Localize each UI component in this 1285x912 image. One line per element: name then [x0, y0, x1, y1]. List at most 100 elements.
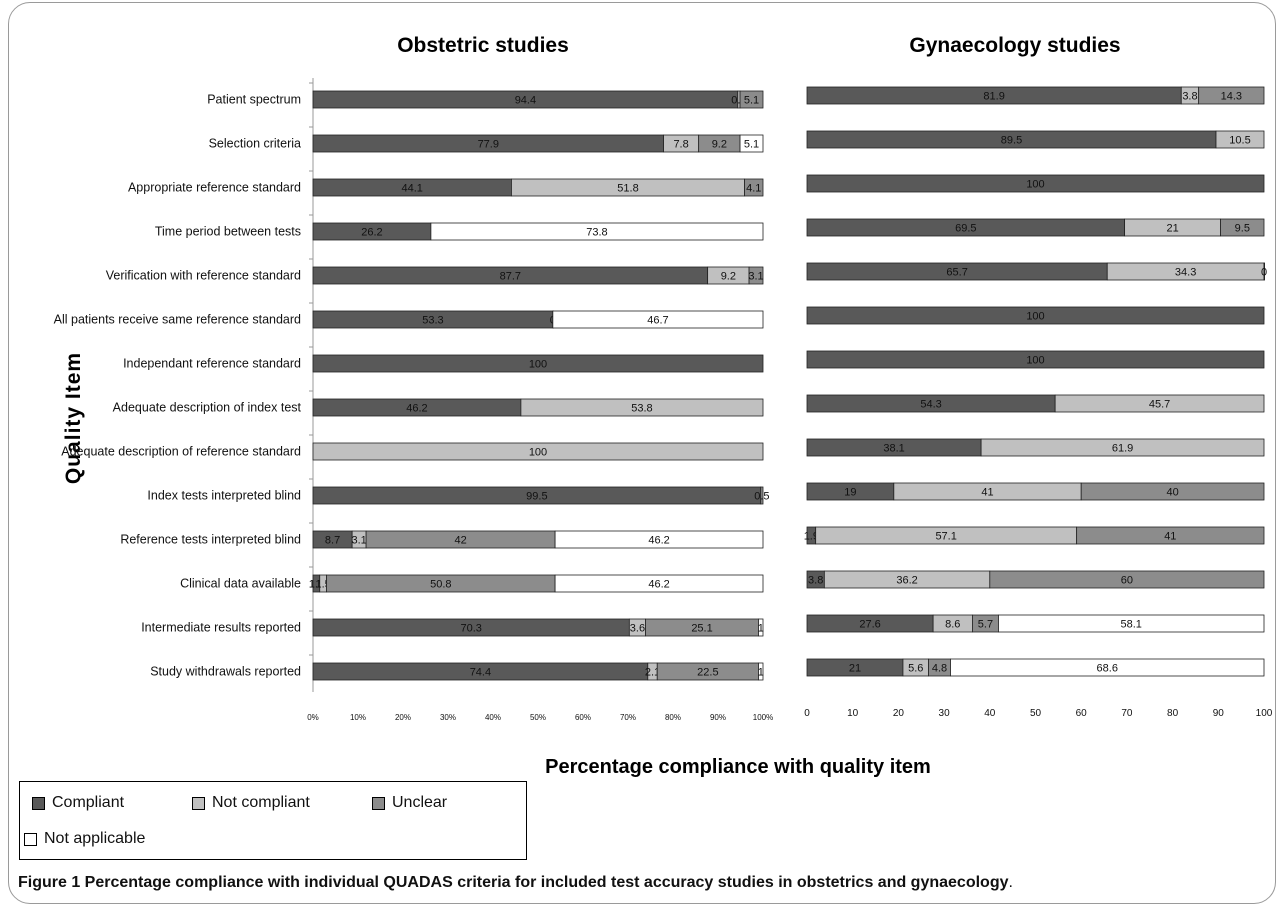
data-label: 65.7	[946, 267, 967, 279]
caption-text: Percentage compliance with individual QU…	[80, 874, 1009, 891]
category-label: Verification with reference standard	[106, 269, 301, 283]
data-label: 46.7	[647, 315, 668, 327]
bar-segment-not-applicable	[758, 618, 764, 637]
data-label: 100	[529, 447, 547, 459]
bar-segment-not-compliant	[1215, 130, 1265, 149]
bar-row-selection-criteria: Selection criteria 77.9 7.8 9.2 5.1	[209, 126, 764, 153]
legend-swatch	[372, 796, 385, 810]
bar-segment-compliant	[312, 354, 764, 373]
data-label: 61.9	[1112, 443, 1133, 455]
bar-segment-unclear	[739, 90, 764, 109]
data-label: 3.1	[351, 535, 366, 547]
x-tick-label: 30	[939, 708, 951, 719]
bar-row-index-tests-interpreted-blind: Index tests interpreted blind 99.5 0.5	[147, 478, 770, 505]
data-label: 5.6	[908, 663, 923, 675]
data-label: 9.2	[712, 139, 727, 151]
data-label: 5.1	[744, 95, 759, 107]
bar-row-verification-with-reference-standard: Verification with reference standard 87.7…	[106, 258, 764, 285]
legend-item-compliant: Compliant	[32, 794, 124, 812]
bar-segment-not-applicable	[554, 530, 764, 549]
x-tick-label: 0	[804, 708, 810, 719]
legend-label: Not applicable	[44, 830, 146, 847]
x-tick-label: 40%	[485, 713, 501, 722]
bar-row-selection-criteria: 89.5 10.5	[806, 130, 1265, 149]
caption-label: Figure 1	[18, 874, 81, 891]
x-tick-label: 70	[1121, 708, 1133, 719]
data-label: 1.9	[804, 531, 819, 543]
bar-segment-not-compliant	[312, 442, 764, 461]
x-tick-label: 90%	[710, 713, 726, 722]
data-label: 57.1	[935, 531, 956, 543]
bar-segment-unclear	[760, 486, 764, 505]
data-label: 10.5	[1229, 135, 1250, 147]
data-label: 46.2	[648, 535, 669, 547]
bar-row-clinical-data-available: 3.8 36.2 60	[806, 570, 1265, 589]
x-tick-label: 0%	[307, 713, 319, 722]
bar-row-all-patients-receive-same-reference-standard: 100	[806, 306, 1265, 325]
bar-row-all-patients-receive-same-reference-standard: All patients receive same reference stan…	[54, 302, 764, 329]
bar-segment-not-applicable	[552, 310, 764, 329]
data-label: 51.8	[617, 183, 638, 195]
category-label: Index tests interpreted blind	[147, 489, 301, 503]
data-label: 7.8	[673, 139, 688, 151]
data-label: 69.5	[955, 223, 976, 235]
legend-swatch	[32, 796, 45, 810]
data-label: 99.5	[526, 491, 547, 503]
data-label: 41	[1164, 531, 1176, 543]
data-label: 19	[844, 487, 856, 499]
data-label: 3.6	[630, 623, 645, 635]
bar-row-index-tests-interpreted-blind: 19 41 40	[806, 482, 1265, 501]
data-label: 46.2	[406, 403, 427, 415]
bar-segment-unclear	[1080, 482, 1265, 501]
plot-obstetric: Patient spectrum 94.4 0.55.1 Selection crit…	[54, 78, 773, 722]
bar-row-study-withdrawals-reported: Study withdrawals reported 74.4 2.1 22.5 1	[150, 654, 764, 681]
data-label: 1	[758, 667, 764, 679]
bar-segment-compliant	[806, 174, 1265, 193]
bar-segment-not-applicable	[739, 134, 764, 153]
category-label: Clinical data available	[180, 577, 301, 591]
category-label: Adequate description of index test	[113, 401, 302, 415]
bar-row-time-period-between-tests: Time period between tests 26.2 73.8	[155, 214, 764, 241]
bar-segment-unclear	[1076, 526, 1265, 545]
data-label: 60	[1121, 575, 1133, 587]
data-label: 58.1	[1121, 619, 1142, 631]
data-label: 8.6	[945, 619, 960, 631]
data-label: 34.3	[1175, 267, 1196, 279]
data-label: 100	[1026, 179, 1044, 191]
x-tick-label: 10%	[350, 713, 366, 722]
legend-label: Unclear	[392, 794, 448, 811]
x-tick-label: 80%	[665, 713, 681, 722]
bar-segment-not-applicable	[998, 614, 1265, 633]
data-label: 5.1	[744, 139, 759, 151]
bar-segment-not-applicable	[758, 662, 764, 681]
legend-item-not-applicable: Not applicable	[24, 830, 145, 848]
data-label: 81.9	[983, 91, 1004, 103]
category-label: All patients receive same reference stan…	[54, 313, 301, 327]
data-label: 0	[1261, 267, 1267, 279]
bar-segment-not-applicable	[950, 658, 1265, 677]
bar-segment-unclear	[1220, 218, 1265, 237]
data-label: 8.7	[325, 535, 340, 547]
bar-row-patient-spectrum: Patient spectrum 94.4 0.55.1	[207, 82, 764, 109]
figure-caption: Figure 1 Percentage compliance with indi…	[18, 874, 1013, 892]
category-label: Time period between tests	[155, 225, 301, 239]
data-label: 44.1	[402, 183, 423, 195]
bar-row-reference-tests-interpreted-blind: 1.9 57.1 41	[804, 526, 1265, 545]
x-tick-label: 20	[893, 708, 905, 719]
data-label: 9.5	[1235, 223, 1250, 235]
data-label: 77.9	[478, 139, 499, 151]
bar-row-adequate-description-of-reference-standard: Adequate description of reference standa…	[61, 434, 764, 461]
data-label: 1	[758, 623, 764, 635]
bar-row-adequate-description-of-index-test: 54.3 45.7	[806, 394, 1265, 413]
bar-segment-compliant	[806, 350, 1265, 369]
y-axis-title: Quality Item	[62, 352, 85, 484]
data-label: 21	[849, 663, 861, 675]
category-label: Selection criteria	[209, 137, 301, 151]
bar-row-appropriate-reference-standard: 100	[806, 174, 1265, 193]
data-label: 2.1	[645, 667, 660, 679]
bar-row-adequate-description-of-reference-standard: 38.1 61.9	[806, 438, 1265, 457]
data-label: 74.4	[470, 667, 491, 679]
x-axis-title: Percentage compliance with quality item	[545, 756, 931, 778]
category-label: Intermediate results reported	[141, 621, 301, 635]
